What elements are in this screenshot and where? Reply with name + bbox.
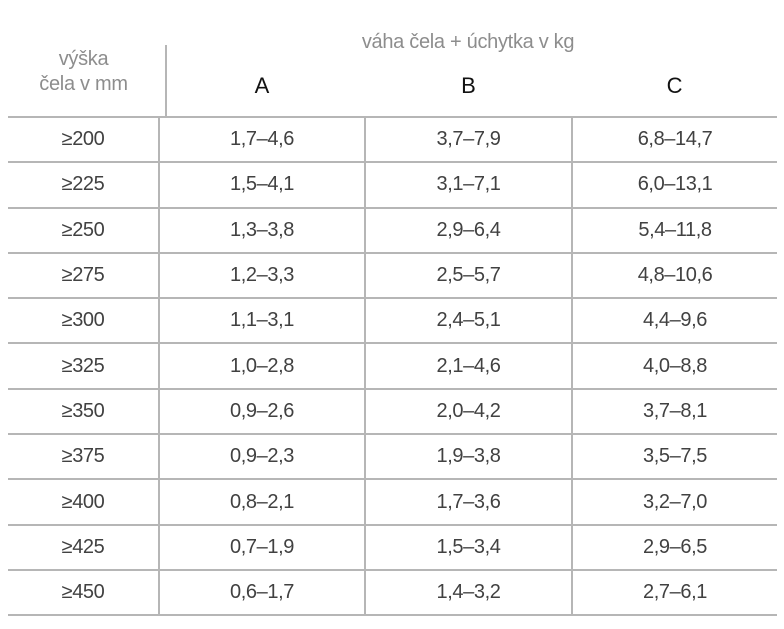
column-header-b: B [461, 73, 476, 98]
value-cell-c: 6,8–14,7 [572, 115, 778, 163]
value-cell-b: 2,9–6,4 [365, 206, 573, 253]
row-label: ≥350 [8, 387, 160, 435]
value-cell-a: 1,5–4,1 [159, 161, 366, 208]
column-header-a: A [254, 73, 270, 98]
value-cell-c: 4,0–8,8 [572, 342, 778, 389]
corner-header-line1: výška [58, 48, 109, 70]
row-label: ≥300 [8, 297, 160, 344]
table-row: ≥350 0,9–2,6 2,0–4,2 3,7–8,1 [8, 387, 778, 435]
value-cell-b: 1,4–3,2 [365, 568, 573, 617]
row-label: ≥400 [8, 478, 160, 525]
group-header-row: výška čela v mm váha čela + úchytka v kg [8, 28, 777, 96]
table-row: ≥250 1,3–3,8 2,9–6,4 5,4–11,8 [8, 206, 778, 253]
value-cell-c: 2,7–6,1 [572, 568, 778, 617]
value-cell-a: 0,9–2,3 [159, 433, 366, 480]
value-cell-b: 1,9–3,8 [365, 433, 573, 480]
value-cell-c: 5,4–11,8 [572, 206, 778, 253]
value-cell-a: 1,2–3,3 [159, 251, 366, 299]
row-label: ≥425 [8, 523, 160, 570]
row-label: ≥200 [8, 115, 160, 163]
value-cell-b: 2,1–4,6 [365, 342, 573, 389]
value-cell-b: 1,5–3,4 [365, 523, 573, 570]
value-cell-c: 3,2–7,0 [572, 478, 778, 525]
value-cell-b: 2,4–5,1 [365, 297, 573, 344]
value-cell-a: 0,6–1,7 [159, 568, 366, 617]
value-cell-c: 2,9–6,5 [572, 523, 778, 570]
table-row: ≥325 1,0–2,8 2,1–4,6 4,0–8,8 [8, 342, 778, 389]
corner-header-line2: čela v mm [39, 73, 128, 95]
value-cell-b: 1,7–3,6 [365, 478, 573, 525]
header-column-divider [165, 45, 167, 118]
value-cell-a: 1,0–2,8 [159, 342, 366, 389]
column-header-c: C [666, 73, 683, 98]
column-header-row: A B C [8, 56, 777, 117]
value-cell-b: 2,0–4,2 [365, 387, 573, 435]
corner-header: výška čela v mm [8, 28, 159, 117]
value-cell-c: 4,4–9,6 [572, 297, 778, 344]
value-cell-c: 3,5–7,5 [572, 433, 778, 480]
value-cell-c: 6,0–13,1 [572, 161, 778, 208]
table-row: ≥425 0,7–1,9 1,5–3,4 2,9–6,5 [8, 523, 778, 570]
row-label: ≥250 [8, 206, 160, 253]
value-cell-b: 3,1–7,1 [365, 161, 573, 208]
row-label: ≥375 [8, 433, 160, 480]
row-label: ≥275 [8, 251, 160, 299]
value-cell-b: 3,7–7,9 [365, 115, 573, 163]
value-cell-a: 1,3–3,8 [159, 206, 366, 253]
row-label: ≥325 [8, 342, 160, 389]
value-cell-a: 1,7–4,6 [159, 115, 366, 163]
weights-table: výška čela v mm váha čela + úchytka v kg… [8, 28, 778, 617]
value-cell-a: 0,9–2,6 [159, 387, 366, 435]
row-label: ≥225 [8, 161, 160, 208]
table-row: ≥375 0,9–2,3 1,9–3,8 3,5–7,5 [8, 433, 778, 480]
table-row: ≥275 1,2–3,3 2,5–5,7 4,8–10,6 [8, 251, 778, 299]
table-row: ≥450 0,6–1,7 1,4–3,2 2,7–6,1 [8, 568, 778, 617]
table-row: ≥200 1,7–4,6 3,7–7,9 6,8–14,7 [8, 115, 778, 163]
row-label: ≥450 [8, 568, 160, 617]
table-row: ≥300 1,1–3,1 2,4–5,1 4,4–9,6 [8, 297, 778, 344]
value-cell-a: 0,7–1,9 [159, 523, 366, 570]
table-row: ≥225 1,5–4,1 3,1–7,1 6,0–13,1 [8, 161, 778, 208]
value-cell-a: 0,8–2,1 [159, 478, 366, 525]
table-row: ≥400 0,8–2,1 1,7–3,6 3,2–7,0 [8, 478, 778, 525]
value-cell-c: 4,8–10,6 [572, 251, 778, 299]
group-header: váha čela + úchytka v kg [361, 30, 575, 53]
value-cell-b: 2,5–5,7 [365, 251, 573, 299]
value-cell-c: 3,7–8,1 [572, 387, 778, 435]
value-cell-a: 1,1–3,1 [159, 297, 366, 344]
